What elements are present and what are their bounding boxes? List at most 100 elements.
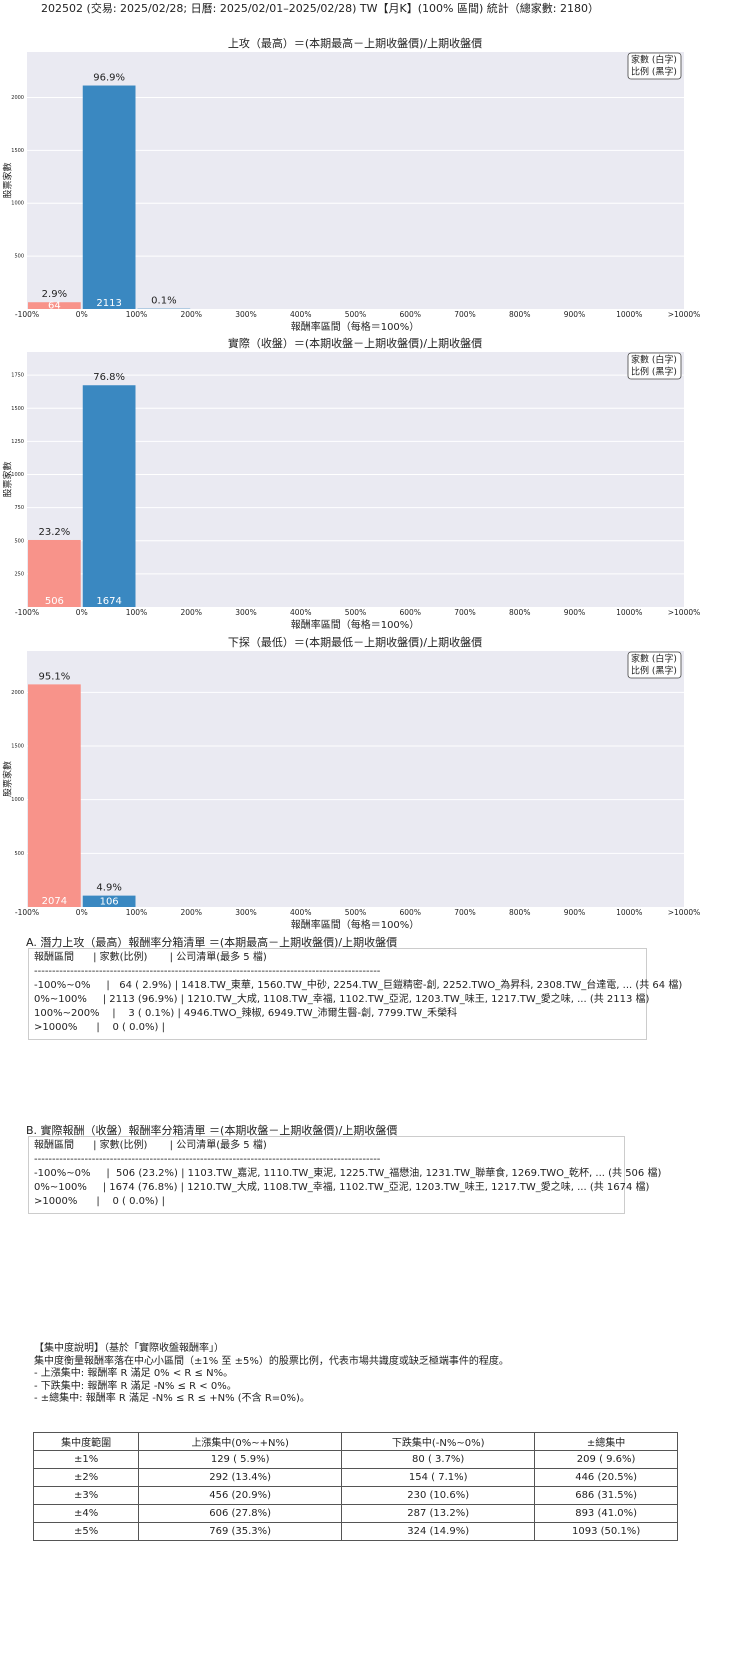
x-tick-label: 500%	[345, 908, 366, 917]
share-label: 0.1%	[151, 296, 176, 307]
y-tick-label: 1500	[11, 406, 24, 412]
x-axis-label: 報酬率區間（每格＝100%）	[291, 918, 420, 931]
x-tick-label: 100%	[126, 908, 147, 917]
table-row: ±1% 129 ( 5.9%) 80 ( 3.7%) 209 ( 9.6%)	[32, 1450, 678, 1469]
x-tick-label: 900%	[564, 608, 585, 617]
table-cell: 230 (10.6%)	[341, 1486, 536, 1505]
x-tick-label: 900%	[564, 908, 585, 917]
x-tick-label: 800%	[509, 608, 530, 617]
table-cell: 292 (13.4%)	[138, 1468, 343, 1487]
y-tick-label: 1500	[11, 148, 24, 154]
listing-line: 100%~200% | 3 ( 0.1%) | 4946.TWO_辣椒, 694…	[34, 1008, 458, 1019]
header-cell: 上漲集中(0%~+N%)	[138, 1432, 343, 1451]
x-tick-label: 500%	[345, 608, 366, 617]
x-tick-label: 600%	[400, 310, 421, 319]
x-tick-label: 700%	[454, 608, 475, 617]
x-tick-label: 200%	[181, 310, 202, 319]
y-tick-label: 250	[14, 571, 24, 577]
bar	[82, 85, 136, 309]
table-cell: 456 (20.9%)	[138, 1486, 343, 1505]
x-tick-label: 400%	[290, 310, 311, 319]
table-row: ±3% 456 (20.9%) 230 (10.6%) 686 (31.5%)	[32, 1486, 678, 1505]
x-tick-label: 600%	[400, 608, 421, 617]
x-tick-label: 400%	[290, 908, 311, 917]
count-label: 106	[100, 896, 119, 907]
table-row: ±2% 292 (13.4%) 154 ( 7.1%) 446 (20.5%)	[32, 1468, 678, 1487]
legend-entry: 比例 (黑字)	[631, 366, 677, 378]
legend-entry: 家數 (白字)	[631, 54, 677, 66]
table-cell: 80 ( 3.7%)	[341, 1450, 536, 1469]
chart-title: 下探（最低）＝(本期最低－上期收盤價)/上期收盤價	[228, 635, 482, 649]
header-cell: 下跌集中(-N%~0%)	[341, 1432, 536, 1451]
x-tick-label: 900%	[564, 310, 585, 319]
listing-line: 0%~100% | 1674 (76.8%) | 1210.TW_大成, 110…	[34, 1182, 650, 1193]
listing-box: 報酬區間 | 家數(比例) | 公司清單(最多 5 檔) ------------…	[28, 1136, 662, 1214]
y-tick-label: 1000	[11, 472, 24, 478]
table-cell: 129 ( 5.9%)	[138, 1450, 343, 1469]
legend-entry: 家數 (白字)	[631, 653, 677, 665]
plot-area	[27, 352, 684, 607]
table-cell: ±3%	[32, 1486, 140, 1505]
y-tick-label: 1250	[11, 439, 24, 445]
count-label: 1674	[96, 596, 121, 607]
y-tick-label: 500	[14, 538, 24, 544]
legend-box	[627, 52, 682, 80]
count-label: 2074	[42, 896, 67, 907]
y-axis-label: 股票家數	[2, 761, 14, 797]
x-tick-label: >1000%	[668, 908, 701, 917]
legend-entry: 比例 (黑字)	[631, 665, 677, 677]
plot-area	[27, 52, 684, 309]
x-tick-label: -100%	[15, 908, 39, 917]
legend-box	[627, 651, 682, 679]
page-title: 202502 (交易: 2025/02/28; 日曆: 2025/02/01–2…	[41, 1, 599, 15]
header-cell: ±總集中	[534, 1432, 678, 1451]
bar	[82, 385, 136, 607]
table-cell: 769 (35.3%)	[138, 1522, 343, 1541]
share-label: 95.1%	[38, 671, 70, 682]
listing-line: ----------------------------------------…	[34, 966, 381, 977]
x-tick-label: 1000%	[616, 908, 642, 917]
listing-line: -100%~0% | 506 (23.2%) | 1103.TW_嘉泥, 111…	[34, 1168, 662, 1179]
y-axis-label: 股票家數	[2, 162, 14, 198]
legend-entry: 比例 (黑字)	[631, 66, 677, 78]
share-label: 96.9%	[93, 73, 125, 84]
count-label: 2113	[96, 298, 121, 309]
table-cell: ±5%	[32, 1522, 140, 1541]
chart-title: 上攻（最高）＝(本期最高－上期收盤價)/上期收盤價	[228, 36, 482, 50]
x-tick-label: 300%	[235, 608, 256, 617]
x-tick-label: 100%	[126, 608, 147, 617]
note-line: - 上漲集中: 報酬率 R 滿足 0% < R ≤ N%。	[34, 1368, 234, 1379]
listing-line: >1000% | 0 ( 0.0%) |	[34, 1196, 165, 1207]
share-label: 2.9%	[42, 289, 67, 300]
x-tick-label: 0%	[76, 908, 88, 917]
x-tick-label: -100%	[15, 608, 39, 617]
x-tick-label: 300%	[235, 908, 256, 917]
table-row: ±4% 606 (27.8%) 287 (13.2%) 893 (41.0%)	[32, 1504, 678, 1523]
y-tick-label: 750	[14, 505, 24, 511]
header-cell: 集中度範圍	[32, 1432, 140, 1451]
y-tick-label: 2000	[11, 690, 24, 696]
listing-line: ----------------------------------------…	[34, 1154, 381, 1165]
x-tick-label: >1000%	[668, 608, 701, 617]
x-axis-label: 報酬率區間（每格＝100%）	[291, 618, 420, 631]
table-row: ±5% 769 (35.3%) 324 (14.9%) 1093 (50.1%)	[32, 1522, 678, 1541]
x-tick-label: 0%	[76, 608, 88, 617]
x-tick-label: >1000%	[668, 310, 701, 319]
x-tick-label: 800%	[509, 310, 530, 319]
listing-line: >1000% | 0 ( 0.0%) |	[34, 1022, 165, 1033]
x-tick-label: 100%	[126, 310, 147, 319]
share-label: 23.2%	[38, 527, 70, 538]
listing-line: -100%~0% | 64 ( 2.9%) | 1418.TW_東華, 1560…	[34, 980, 683, 991]
table-cell: ±2%	[32, 1468, 140, 1487]
note-line: - ±總集中: 報酬率 R 滿足 -N% ≤ R ≤ +N% (不含 R=0%)…	[34, 1393, 310, 1404]
x-tick-label: 700%	[454, 310, 475, 319]
table-cell: 1093 (50.1%)	[534, 1522, 678, 1541]
x-tick-label: 600%	[400, 908, 421, 917]
listing-line: 報酬區間 | 家數(比例) | 公司清單(最多 5 檔)	[34, 1140, 267, 1151]
table-cell: 893 (41.0%)	[534, 1504, 678, 1523]
table-cell: 154 ( 7.1%)	[341, 1468, 536, 1487]
x-axis-label: 報酬率區間（每格＝100%）	[291, 320, 420, 333]
chart-title: 實際（收盤）＝(本期收盤－上期收盤價)/上期收盤價	[228, 336, 482, 350]
x-tick-label: 1000%	[616, 310, 642, 319]
x-tick-label: -100%	[15, 310, 39, 319]
